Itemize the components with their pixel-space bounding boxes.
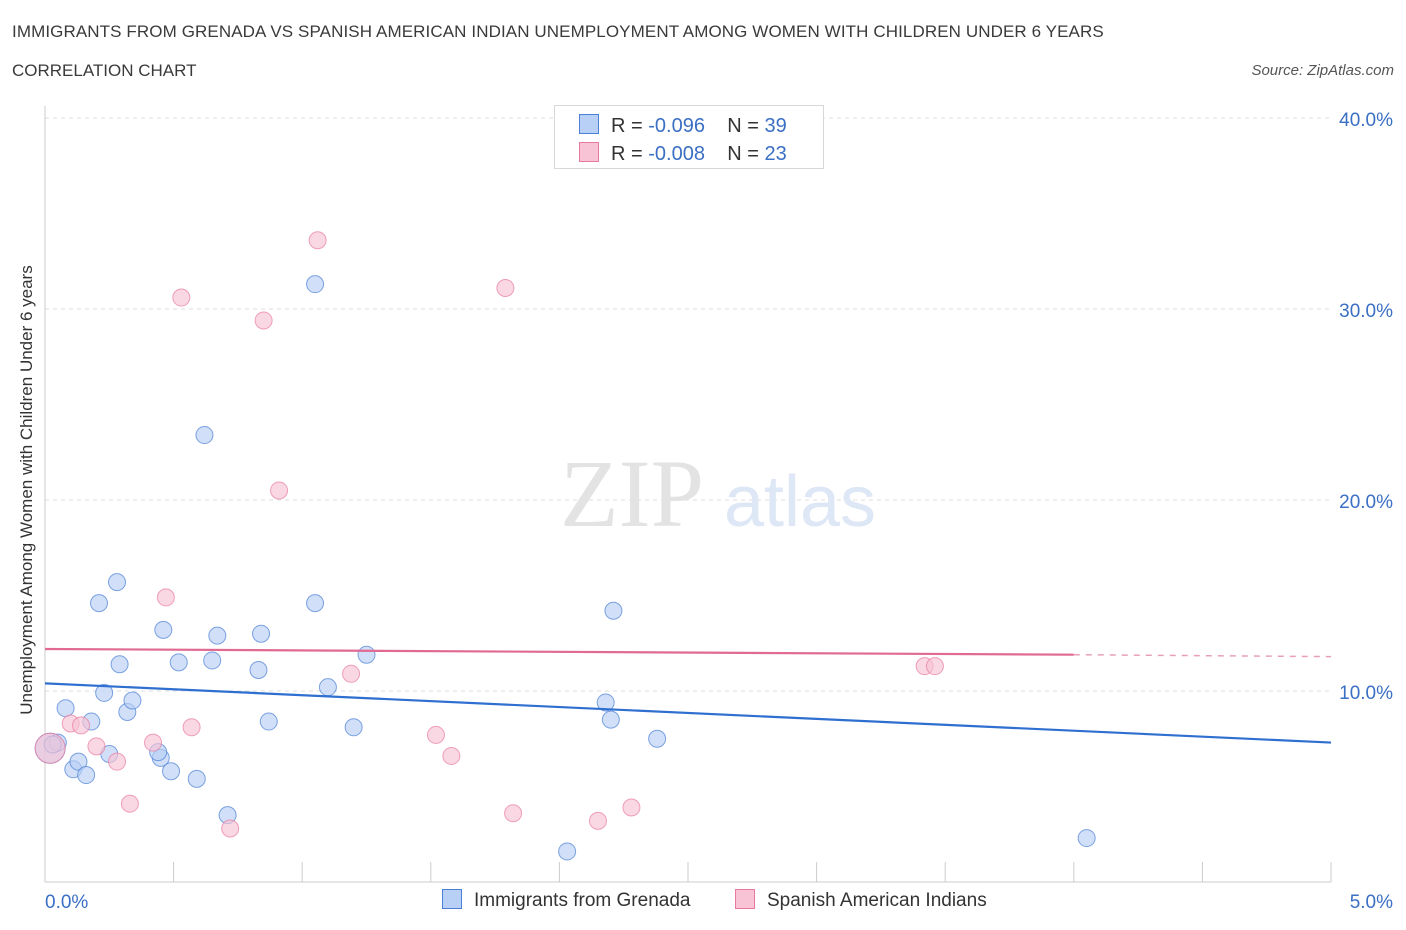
- data-points: [34, 231, 1096, 861]
- y-tick-label: 10.0%: [1339, 683, 1393, 704]
- spanish-american-point: [182, 718, 201, 737]
- grenada-point: [208, 626, 227, 645]
- grenada-point: [604, 601, 623, 620]
- grenada-point: [90, 594, 109, 613]
- bottom-legend-swatch-pink: [735, 889, 755, 909]
- legend-r-label: R =: [611, 143, 643, 165]
- grenada-point: [123, 691, 142, 710]
- grenada-point: [249, 660, 268, 679]
- spanish-american-trend-extension: [1073, 653, 1332, 658]
- source-credit: Source: ZipAtlas.com: [1251, 62, 1394, 79]
- spanish-american-point: [622, 798, 641, 817]
- grenada-point: [69, 752, 88, 771]
- gridlines: [45, 117, 1331, 692]
- grenada-point: [601, 710, 620, 729]
- spanish-american-point: [504, 804, 523, 823]
- bottom-legend-spanish-american: Spanish American Indians: [735, 889, 987, 912]
- spanish-american-point: [87, 737, 106, 756]
- grenada-point: [596, 693, 615, 712]
- legend-r-label: R =: [611, 115, 643, 137]
- grenada-point: [154, 620, 173, 639]
- spanish-american-point: [156, 588, 175, 607]
- grenada-point: [1077, 829, 1096, 848]
- grenada-point: [252, 624, 271, 643]
- watermark: ZIP atlas: [560, 440, 876, 547]
- tick-labels: 10.0% 20.0% 30.0% 40.0% 0.0% 5.0%: [45, 110, 1393, 913]
- y-tick-label: 40.0%: [1339, 110, 1393, 131]
- stats-legend: R = -0.096 N = 39 R = -0.008 N = 23: [554, 105, 824, 169]
- legend-n-label: N =: [727, 143, 759, 165]
- grenada-point: [108, 573, 127, 592]
- y-axis-label: Unemployment Among Women with Children U…: [17, 265, 36, 715]
- legend-swatch-blue: [579, 114, 599, 134]
- grenada-point: [344, 718, 363, 737]
- grenada-point: [77, 766, 96, 785]
- grenada-point: [56, 699, 75, 718]
- grenada-point: [648, 729, 667, 748]
- legend-n-label: N =: [727, 115, 759, 137]
- grenada-point: [259, 712, 278, 731]
- bottom-legend-label: Spanish American Indians: [767, 890, 987, 911]
- grenada-point: [195, 426, 214, 445]
- grenada-point: [357, 645, 376, 664]
- spanish-american-point: [925, 657, 944, 676]
- spanish-american-point: [342, 664, 361, 683]
- watermark-atlas: atlas: [724, 462, 876, 542]
- grenada-point: [306, 275, 325, 294]
- bottom-legend-grenada: Immigrants from Grenada: [442, 889, 690, 912]
- legend-n-value: 23: [764, 143, 787, 165]
- watermark-zip: ZIP: [560, 440, 704, 547]
- spanish-american-point: [426, 725, 445, 744]
- y-tick-label: 30.0%: [1339, 301, 1393, 322]
- spanish-american-point: [588, 811, 607, 830]
- y-tick-label: 20.0%: [1339, 492, 1393, 513]
- grenada-point: [169, 653, 188, 672]
- grenada-trend-line: [44, 682, 1332, 744]
- spanish-american-point: [72, 716, 91, 735]
- grenada-point: [306, 594, 325, 613]
- spanish-american-point: [254, 311, 273, 330]
- spanish-american-point: [108, 752, 127, 771]
- chart-title: IMMIGRANTS FROM GRENADA VS SPANISH AMERI…: [12, 22, 1104, 41]
- legend-row-spanish-american: R = -0.008 N = 23: [579, 142, 787, 166]
- grenada-point: [318, 678, 337, 697]
- x-tick-label: 0.0%: [45, 892, 88, 913]
- x-tick-label: 5.0%: [1350, 892, 1393, 913]
- legend-swatch-pink: [579, 142, 599, 162]
- spanish-american-point: [270, 481, 289, 500]
- spanish-american-point: [442, 746, 461, 765]
- grenada-point: [187, 769, 206, 788]
- spanish-american-point: [120, 794, 139, 813]
- bottom-legend-swatch-blue: [442, 889, 462, 909]
- grenada-point: [162, 762, 181, 781]
- grenada-point: [110, 655, 129, 674]
- chart-subtitle: CORRELATION CHART: [12, 61, 197, 80]
- spanish-american-point: [144, 733, 163, 752]
- spanish-american-trend-line: [44, 647, 1074, 656]
- legend-r-value: -0.096: [648, 115, 705, 137]
- trend-lines: [44, 647, 1332, 744]
- spanish-american-point: [34, 732, 66, 764]
- spanish-american-point: [496, 278, 515, 297]
- spanish-american-point: [308, 231, 327, 250]
- grenada-point: [203, 651, 222, 670]
- legend-row-grenada: R = -0.096 N = 39: [579, 114, 787, 138]
- spanish-american-point: [172, 288, 191, 307]
- grenada-point: [95, 683, 114, 702]
- spanish-american-point: [221, 819, 240, 838]
- bottom-legend-label: Immigrants from Grenada: [474, 890, 691, 911]
- grenada-point: [558, 842, 577, 861]
- legend-n-value: 39: [764, 115, 787, 137]
- legend-r-value: -0.008: [648, 143, 705, 165]
